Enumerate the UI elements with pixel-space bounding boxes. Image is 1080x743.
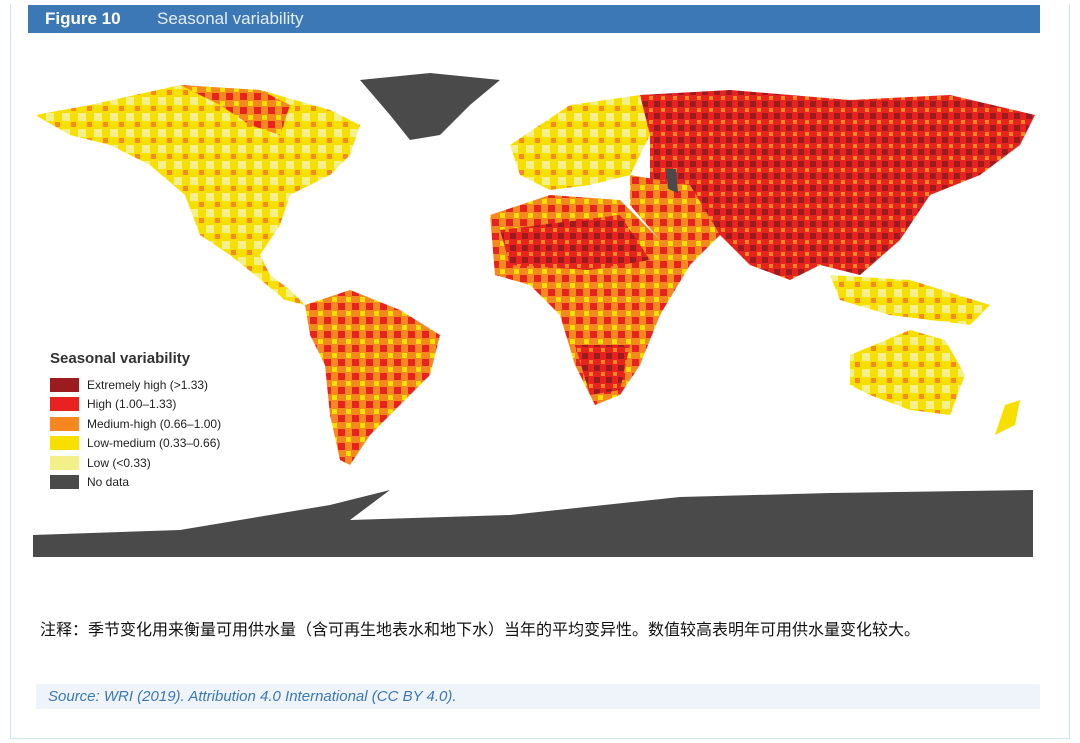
middle-east [630, 175, 720, 265]
figure-note: 注释：季节变化用来衡量可用供水量（含可再生地表水和地下水）当年的平均变异性。数值… [40, 620, 921, 639]
legend-item: Low-medium (0.33–0.66) [50, 434, 221, 454]
legend-swatch [50, 397, 79, 412]
legend-swatch [50, 436, 79, 451]
legend-label: Medium-high (0.66–1.00) [87, 416, 222, 431]
figure-number: Figure 10 [45, 9, 121, 28]
map-legend: Seasonal variability Extremely high (>1.… [50, 350, 221, 492]
source-citation: Source: WRI (2019). Attribution 4.0 Inte… [36, 684, 1040, 709]
legend-label: Low-medium (0.33–0.66) [87, 436, 221, 451]
legend-swatch [50, 377, 79, 392]
world-map [33, 73, 1035, 557]
figure-frame [10, 4, 1070, 739]
legend-item: Medium-high (0.66–1.00) [50, 414, 221, 434]
legend-item: Extremely high (>1.33) [50, 375, 221, 395]
legend-swatch [50, 455, 79, 470]
legend-label: High (1.00–1.33) [87, 397, 177, 412]
europe [510, 95, 650, 190]
antarctica [33, 490, 1033, 557]
legend-item: Low (<0.33) [50, 453, 221, 473]
north-america-east [180, 85, 290, 135]
legend-label: No data [87, 475, 130, 490]
australia [850, 330, 965, 415]
legend-item: No data [50, 473, 221, 493]
figure-title: Seasonal variability [157, 9, 304, 28]
south-america [305, 290, 440, 465]
north-america [35, 85, 360, 305]
legend-title: Seasonal variability [50, 350, 191, 367]
legend-item: High (1.00–1.33) [50, 395, 221, 415]
greenland [360, 73, 500, 140]
southeast-asia [830, 275, 990, 325]
caspian [666, 169, 678, 193]
asia [640, 90, 1035, 280]
legend-swatch [50, 416, 79, 431]
figure-header: Figure 10 Seasonal variability [28, 5, 1040, 33]
legend-label: Extremely high (>1.33) [87, 377, 209, 392]
sahara [500, 215, 650, 270]
new-zealand [995, 400, 1020, 435]
legend-swatch [50, 475, 79, 490]
southern-africa [575, 345, 630, 395]
legend-label: Low (<0.33) [87, 455, 151, 470]
